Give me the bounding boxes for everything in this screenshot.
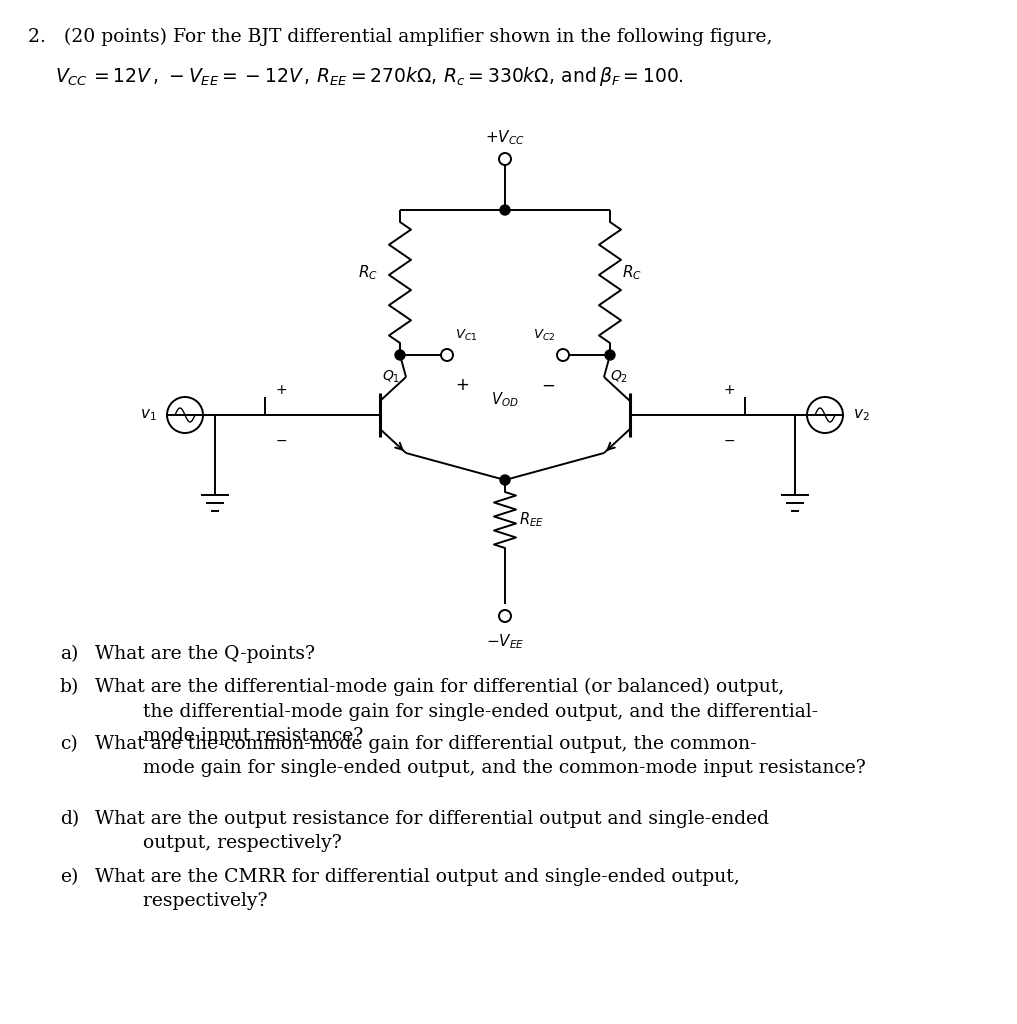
Text: b): b)	[60, 678, 79, 696]
Text: $+$: $+$	[455, 376, 469, 394]
Text: What are the output resistance for differential output and single-ended
        : What are the output resistance for diffe…	[95, 810, 769, 852]
Text: What are the common-mode gain for differential output, the common-
        mode : What are the common-mode gain for differ…	[95, 735, 865, 777]
Text: $-V_{EE}$: $-V_{EE}$	[486, 632, 525, 650]
Text: $V_{OD}$: $V_{OD}$	[491, 390, 519, 410]
Text: $V_{C1}$: $V_{C1}$	[455, 328, 478, 343]
Text: $v_2$: $v_2$	[853, 408, 870, 423]
Text: What are the Q-points?: What are the Q-points?	[95, 645, 315, 663]
Text: $+$: $+$	[723, 383, 735, 397]
Text: $+$: $+$	[275, 383, 287, 397]
Text: What are the CMRR for differential output and single-ended output,
        respe: What are the CMRR for differential outpu…	[95, 868, 739, 910]
Text: $-$: $-$	[723, 433, 735, 447]
Circle shape	[500, 205, 510, 215]
Text: $Q_1$: $Q_1$	[382, 369, 400, 385]
Text: $R_C$: $R_C$	[358, 263, 378, 282]
Text: $-$: $-$	[275, 433, 287, 447]
Text: d): d)	[60, 810, 79, 828]
Text: $V_{CC}$$\,=12V$$\,,\,-V_{EE}=-12V$$\,,\,R_{EE}=270k\Omega$$,\,R_c=330k\Omega$$,: $V_{CC}$$\,=12V$$\,,\,-V_{EE}=-12V$$\,,\…	[55, 65, 683, 88]
Text: 2.   (20 points) For the BJT differential amplifier shown in the following figur: 2. (20 points) For the BJT differential …	[28, 28, 773, 46]
Text: $R_{EE}$: $R_{EE}$	[519, 511, 544, 529]
Text: a): a)	[60, 645, 78, 663]
Text: $-$: $-$	[541, 376, 555, 394]
Circle shape	[395, 350, 405, 360]
Text: $+V_{CC}$: $+V_{CC}$	[485, 128, 525, 147]
Text: e): e)	[60, 868, 78, 886]
Text: c): c)	[60, 735, 77, 753]
Circle shape	[605, 350, 615, 360]
Text: What are the differential-mode gain for differential (or balanced) output,
     : What are the differential-mode gain for …	[95, 678, 818, 744]
Circle shape	[500, 475, 510, 485]
Text: $Q_2$: $Q_2$	[610, 369, 629, 385]
Text: $V_{C2}$: $V_{C2}$	[533, 328, 555, 343]
Text: $R_C$: $R_C$	[622, 263, 642, 282]
Text: $v_1$: $v_1$	[140, 408, 157, 423]
